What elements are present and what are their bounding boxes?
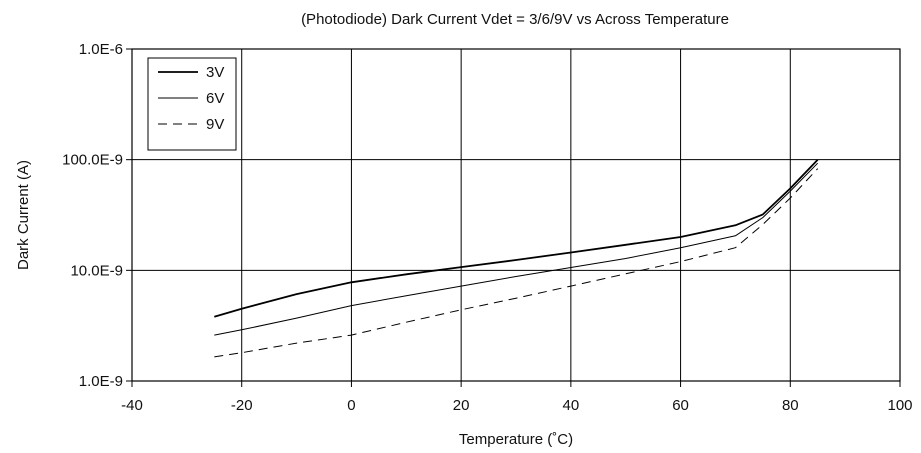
y-tick-label: 1.0E-6 [79, 41, 123, 58]
x-tick-label: 20 [453, 397, 470, 414]
y-axis-label: Dark Current (A) [15, 160, 32, 270]
plot-frame [131, 48, 901, 382]
x-tick-label: -40 [121, 397, 143, 414]
series-group [214, 159, 819, 358]
x-axis: -40 -20 0 20 40 60 80 100 [121, 381, 913, 414]
legend-box [147, 57, 237, 151]
legend-label: 9V [206, 116, 224, 133]
legend-label: 6V [206, 90, 224, 107]
x-tick-label: -20 [231, 397, 253, 414]
x-tick-label: 0 [347, 397, 355, 414]
y-tick-label: 100.0E-9 [62, 152, 123, 169]
x-axis-label: Temperature (˚C) [459, 431, 573, 448]
x-tick-label: 40 [563, 397, 580, 414]
series-line-3v [214, 159, 819, 318]
x-tick-label: 100 [887, 397, 912, 414]
legend: 3V 6V 9V [147, 57, 237, 151]
grid [131, 48, 901, 382]
x-tick-label: 60 [672, 397, 689, 414]
series-line-6v [214, 162, 819, 336]
legend-label: 3V [206, 64, 224, 81]
y-axis: 1.0E-9 10.0E-9 100.0E-9 1.0E-6 [62, 41, 132, 390]
series-line-9v [214, 168, 819, 358]
chart-title: (Photodiode) Dark Current Vdet = 3/6/9V … [301, 11, 729, 28]
y-tick-label: 1.0E-9 [79, 373, 123, 390]
y-tick-label: 10.0E-9 [70, 262, 123, 279]
x-tick-label: 80 [782, 397, 799, 414]
